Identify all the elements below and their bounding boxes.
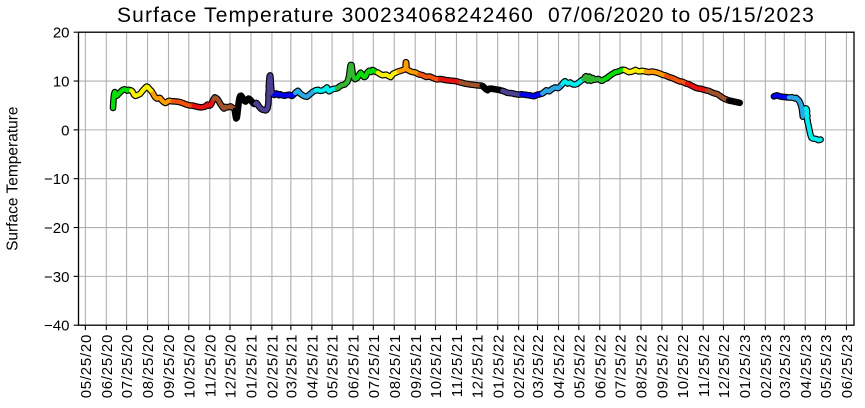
svg-text:02/25/22: 02/25/22 — [511, 334, 528, 398]
svg-text:01/25/21: 01/25/21 — [244, 334, 261, 398]
svg-text:06/25/23: 06/25/23 — [839, 334, 856, 398]
svg-text:−30: −30 — [44, 269, 69, 286]
svg-text:09/25/22: 09/25/22 — [655, 334, 672, 398]
svg-text:08/25/20: 08/25/20 — [140, 334, 157, 398]
svg-text:−10: −10 — [44, 171, 69, 188]
svg-text:−40: −40 — [44, 318, 69, 335]
svg-text:06/25/21: 06/25/21 — [346, 334, 363, 398]
svg-text:05/25/20: 05/25/20 — [78, 334, 95, 398]
svg-text:01/25/22: 01/25/22 — [490, 334, 507, 398]
svg-text:11/25/21: 11/25/21 — [449, 334, 466, 397]
svg-text:07/25/20: 07/25/20 — [119, 334, 136, 398]
svg-text:07/25/22: 07/25/22 — [613, 334, 630, 398]
svg-text:10/25/21: 10/25/21 — [428, 334, 445, 398]
svg-text:Surface Temperature: Surface Temperature — [4, 106, 21, 250]
svg-text:06/25/22: 06/25/22 — [592, 334, 609, 398]
svg-text:09/25/20: 09/25/20 — [161, 334, 178, 398]
svg-text:03/25/23: 03/25/23 — [777, 334, 794, 398]
svg-text:05/25/22: 05/25/22 — [571, 334, 588, 398]
svg-text:12/25/20: 12/25/20 — [223, 334, 240, 398]
svg-text:01/25/23: 01/25/23 — [737, 334, 754, 398]
svg-text:12/25/21: 12/25/21 — [469, 334, 486, 398]
svg-text:08/25/21: 08/25/21 — [387, 334, 404, 398]
svg-text:12/25/22: 12/25/22 — [716, 334, 733, 398]
svg-text:03/25/22: 03/25/22 — [530, 334, 547, 398]
svg-text:10/25/22: 10/25/22 — [675, 334, 692, 398]
svg-text:11/25/22: 11/25/22 — [696, 334, 713, 397]
svg-text:08/25/22: 08/25/22 — [634, 334, 651, 398]
svg-text:09/25/21: 09/25/21 — [408, 334, 425, 398]
svg-text:04/25/21: 04/25/21 — [304, 334, 321, 398]
svg-text:10/25/20: 10/25/20 — [181, 334, 198, 398]
svg-text:06/25/20: 06/25/20 — [99, 334, 116, 398]
svg-text:0: 0 — [61, 122, 69, 139]
svg-text:04/25/22: 04/25/22 — [551, 334, 568, 398]
svg-text:02/25/21: 02/25/21 — [265, 334, 282, 398]
svg-text:05/25/21: 05/25/21 — [325, 334, 342, 398]
svg-text:−20: −20 — [44, 220, 69, 237]
svg-text:20: 20 — [53, 25, 70, 42]
svg-text:05/25/23: 05/25/23 — [818, 334, 835, 398]
svg-text:04/25/23: 04/25/23 — [798, 334, 815, 398]
svg-text:07/25/21: 07/25/21 — [366, 334, 383, 398]
svg-text:03/25/21: 03/25/21 — [283, 334, 300, 398]
svg-text:02/25/23: 02/25/23 — [758, 334, 775, 398]
svg-text:Surface Temperature 3002340682: Surface Temperature 300234068242460 07/0… — [117, 4, 815, 27]
svg-text:10: 10 — [53, 73, 70, 90]
svg-text:11/25/20: 11/25/20 — [202, 334, 219, 397]
